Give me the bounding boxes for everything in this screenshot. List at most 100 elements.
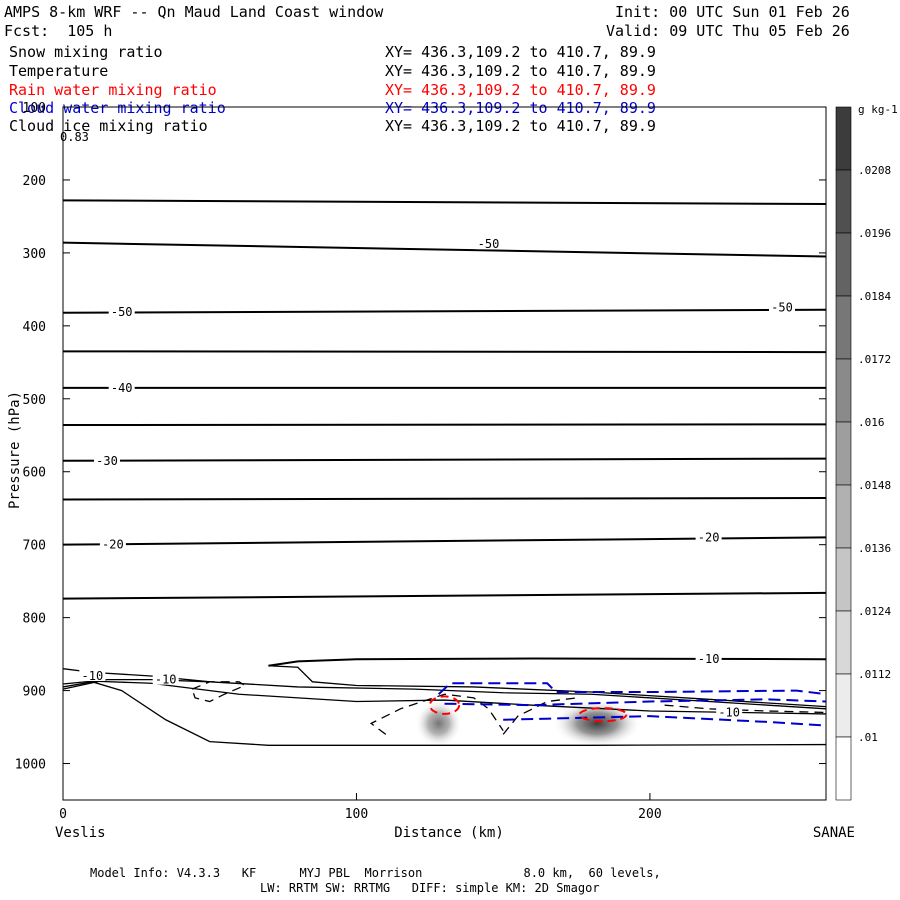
isotherm-line [62, 591, 827, 600]
colorbar-tick-label: .0184 [858, 290, 891, 303]
y-tick-label: 800 [23, 612, 46, 627]
snow-shading-blob [415, 699, 463, 748]
isotherm-line [62, 241, 827, 258]
isotherm-label-bg [152, 671, 179, 685]
colorbar-segment [835, 358, 852, 423]
isotherm-line [268, 665, 827, 708]
field-xy: XY= 436.3,109.2 to 410.7, 89.9 [385, 117, 656, 135]
rain-water-contour [578, 707, 628, 723]
y-tick-label: 700 [23, 539, 46, 554]
colorbar-unit: g kg-1 [858, 103, 898, 116]
cloud-ice-contour [191, 681, 247, 703]
isotherm-label-bg [94, 452, 121, 466]
colorbar-tick-label: .0172 [858, 353, 891, 366]
isotherm-label: -10 [82, 669, 104, 683]
cloud-water-contour [444, 698, 827, 707]
field-xy: XY= 436.3,109.2 to 410.7, 89.9 [385, 99, 656, 117]
isotherm-label: -10 [698, 652, 720, 666]
isotherm-label: -10 [718, 705, 740, 719]
isotherm-label: -40 [111, 381, 133, 395]
colorbar-tick-label: .0196 [858, 227, 891, 240]
colorbar-tick-label: .0208 [858, 164, 891, 177]
isotherm-label: -50 [771, 301, 793, 315]
forecast-hour: Fcst: 105 h [4, 22, 113, 40]
isotherm-line [62, 678, 210, 690]
init-time: Init: 00 UTC Sun 01 Feb 26 [615, 3, 850, 21]
isotherm-label-bg [475, 236, 502, 250]
isotherm-line [62, 457, 827, 462]
isotherm-label-bg [79, 667, 106, 681]
isotherm-line [62, 350, 827, 354]
isotherm-line [62, 199, 827, 206]
isotherm-label-bg [716, 704, 743, 718]
colorbar-tick-label: .0112 [858, 668, 891, 681]
y-axis-label: Pressure (hPa) [7, 391, 23, 509]
isotherm-label-bg [99, 536, 126, 550]
colorbar-tick-label: .01 [858, 731, 878, 744]
isotherm-label: -20 [698, 530, 720, 544]
field-xy: XY= 436.3,109.2 to 410.7, 89.9 [385, 81, 656, 99]
chart-title: AMPS 8-km WRF -- Qn Maud Land Coast wind… [4, 3, 384, 21]
isotherm-line [62, 308, 827, 314]
colorbar-segment [835, 547, 852, 612]
isotherm-line [62, 496, 827, 501]
field-label: Snow mixing ratio [9, 43, 163, 61]
model-info-line2: LW: RRTM SW: RRTMG DIFF: simple KM: 2D S… [260, 881, 600, 895]
x-tick-label: 100 [345, 807, 368, 822]
y-tick-label: 300 [23, 247, 46, 262]
y-tick-label: 900 [23, 685, 46, 700]
model-info-line1: Model Info: V4.3.3 KF MYJ PBL Morrison 8… [90, 866, 661, 880]
colorbar-segment [835, 232, 852, 297]
x-tick-label: 200 [638, 807, 661, 822]
isotherm-line [62, 668, 827, 710]
colorbar-tick-label: .016 [858, 416, 885, 429]
isotherm-label-bg [108, 379, 135, 393]
isotherm-line [62, 681, 827, 746]
colorbar-segment [835, 169, 852, 234]
cloud-water-contour [503, 715, 827, 727]
y-tick-label: 500 [23, 393, 46, 408]
field-label: Rain water mixing ratio [9, 81, 217, 99]
y-tick-label: 1000 [15, 758, 46, 773]
isotherm-label-bg [768, 299, 795, 313]
colorbar-segment [835, 295, 852, 360]
isotherm-label: -50 [111, 305, 133, 319]
colorbar-segment [835, 673, 852, 738]
isotherm-line [62, 423, 827, 427]
valid-time: Valid: 09 UTC Thu 05 Feb 26 [606, 22, 850, 40]
snow-shading-blob [553, 699, 642, 748]
colorbar-tick-label: .0148 [858, 479, 891, 492]
x-start-label: Veslis [55, 825, 106, 841]
rain-water-contour [428, 695, 461, 715]
field-xy: XY= 436.3,109.2 to 410.7, 89.9 [385, 43, 656, 61]
colorbar-segment [835, 610, 852, 675]
colorbar-segment [835, 736, 852, 801]
y-tick-label: 400 [23, 320, 46, 335]
colorbar-tick-label: .0136 [858, 542, 891, 555]
isotherm-label: -50 [478, 237, 500, 251]
plot-frame [62, 106, 827, 801]
colorbar-segment [835, 484, 852, 549]
isotherm-label: -30 [96, 454, 118, 468]
corner-value: 0.83 [60, 130, 89, 144]
field-label: Cloud water mixing ratio [9, 99, 226, 117]
isotherm-label-bg [695, 529, 722, 543]
isotherm-label: -10 [155, 673, 177, 687]
field-label: Temperature [9, 62, 109, 80]
cloud-ice-contour [664, 704, 827, 714]
field-xy: XY= 436.3,109.2 to 410.7, 89.9 [385, 62, 656, 80]
x-tick-label: 0 [59, 807, 67, 822]
colorbar-tick-label: .0124 [858, 605, 891, 618]
isotherm-label-bg [108, 303, 135, 317]
colorbar-segment [835, 106, 852, 171]
y-tick-label: 200 [23, 174, 46, 189]
cloud-water-contour [437, 682, 827, 696]
y-tick-label: 600 [23, 466, 46, 481]
x-end-label: SANAE [813, 825, 855, 841]
x-axis-label: Distance (km) [394, 825, 504, 841]
field-label: Cloud ice mixing ratio [9, 117, 208, 135]
y-tick-label: 100 [23, 101, 46, 116]
isotherm-line [268, 657, 827, 667]
cloud-ice-contour [369, 693, 504, 735]
